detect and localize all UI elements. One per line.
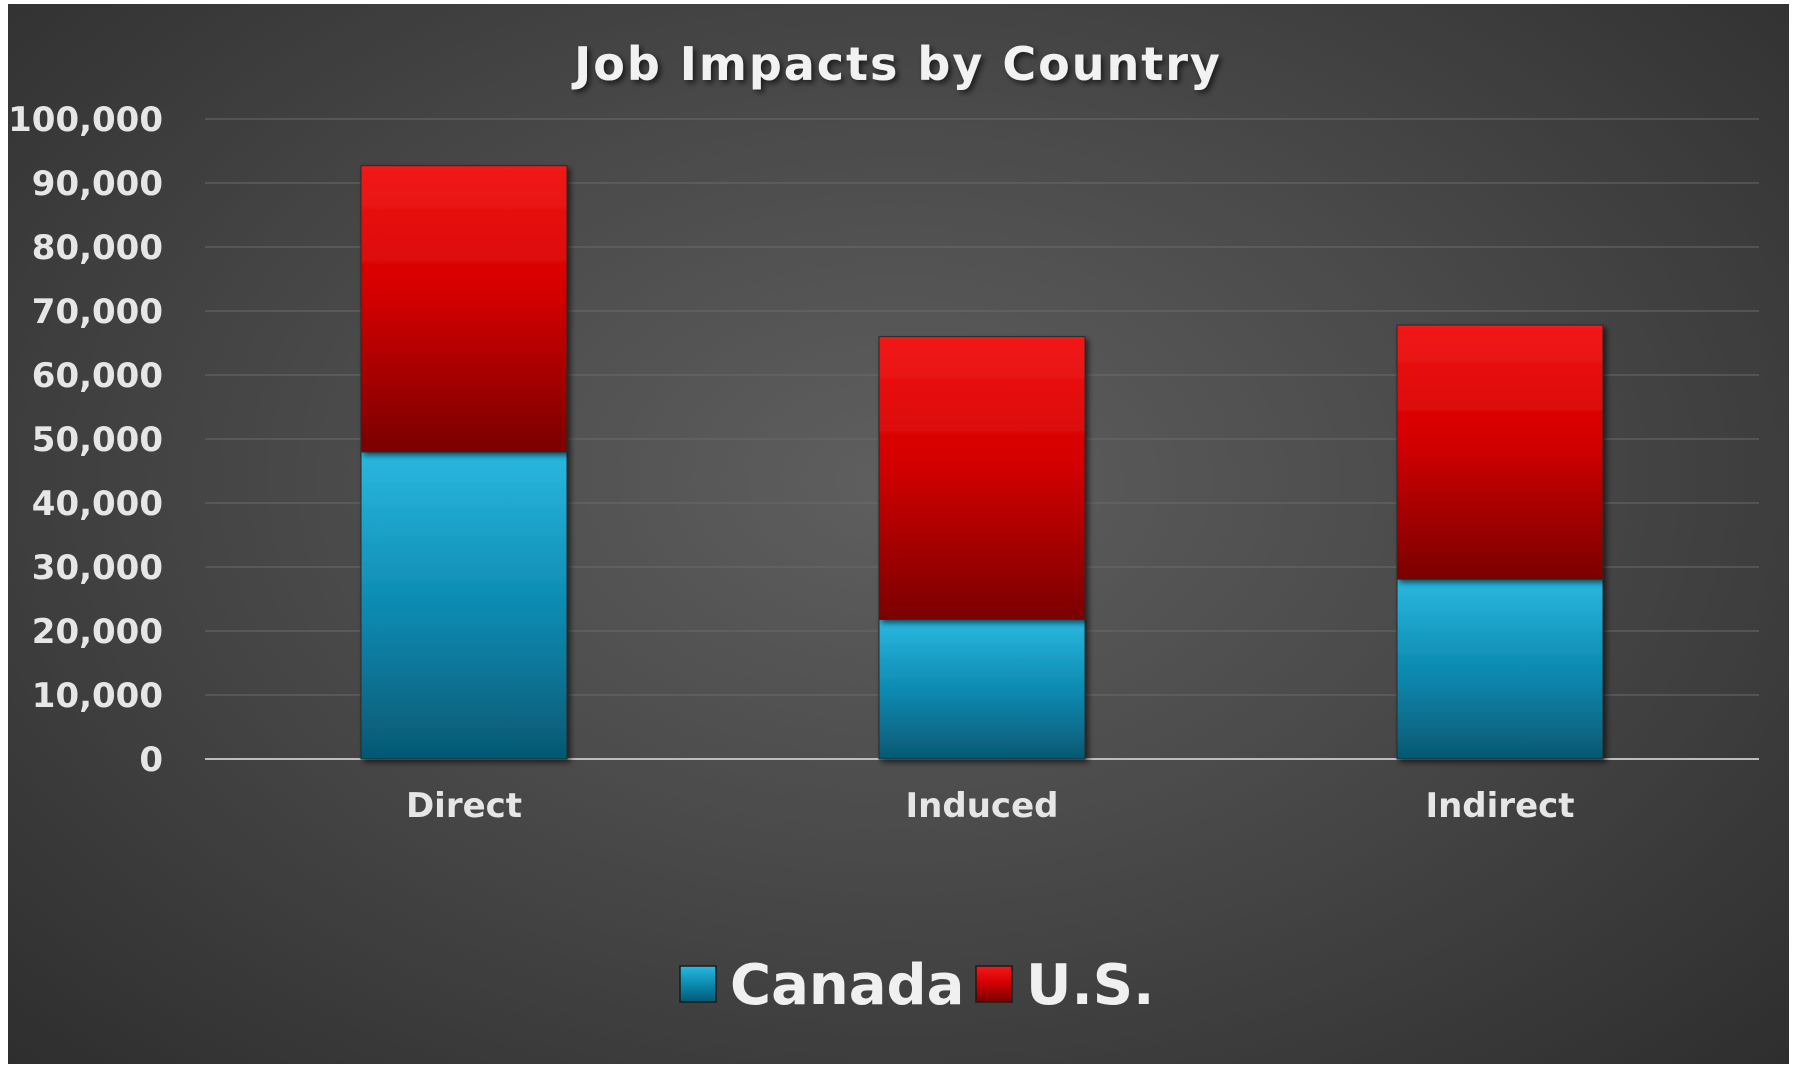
y-tick-label: 70,000 <box>32 292 163 332</box>
x-category-label: Indirect <box>1425 786 1574 826</box>
bar-us-induced <box>878 336 1086 620</box>
y-tick-label: 10,000 <box>32 676 163 716</box>
y-tick-label: 20,000 <box>32 612 163 652</box>
legend: Canada U.S. <box>679 953 1154 1018</box>
chart-title: Job Impacts by Country <box>571 37 1222 91</box>
bar-us-direct <box>360 165 568 453</box>
x-category-label: Induced <box>906 786 1059 826</box>
legend-label: Canada <box>730 953 964 1018</box>
y-tick-label: 80,000 <box>32 228 163 268</box>
chart-area: Job Impacts by Country 0 10,000 20,000 30,0… <box>8 4 1789 1064</box>
x-axis-categories: Direct Induced Indirect <box>406 786 1575 826</box>
x-category-label: Direct <box>406 786 522 826</box>
legend-swatch-us <box>975 965 1013 1003</box>
y-tick-label: 0 <box>139 740 163 780</box>
bar-us-indirect <box>1396 324 1604 580</box>
job-impacts-chart: Job Impacts by Country 0 10,000 20,000 30,0… <box>8 37 1759 1018</box>
y-tick-label: 50,000 <box>32 420 163 460</box>
y-tick-label: 90,000 <box>32 164 163 204</box>
y-tick-label: 100,000 <box>8 100 163 140</box>
legend-label: U.S. <box>1026 953 1154 1018</box>
bars <box>360 165 1604 760</box>
bar-canada-indirect <box>1396 578 1604 760</box>
bar-canada-direct <box>360 451 568 760</box>
y-tick-label: 60,000 <box>32 356 163 396</box>
y-axis-ticks: 0 10,000 20,000 30,000 40,000 50,000 60,000 70,… <box>8 100 163 780</box>
y-tick-label: 40,000 <box>32 484 163 524</box>
bar-canada-induced <box>878 618 1086 760</box>
y-tick-label: 30,000 <box>32 548 163 588</box>
legend-swatch-canada <box>679 965 717 1003</box>
